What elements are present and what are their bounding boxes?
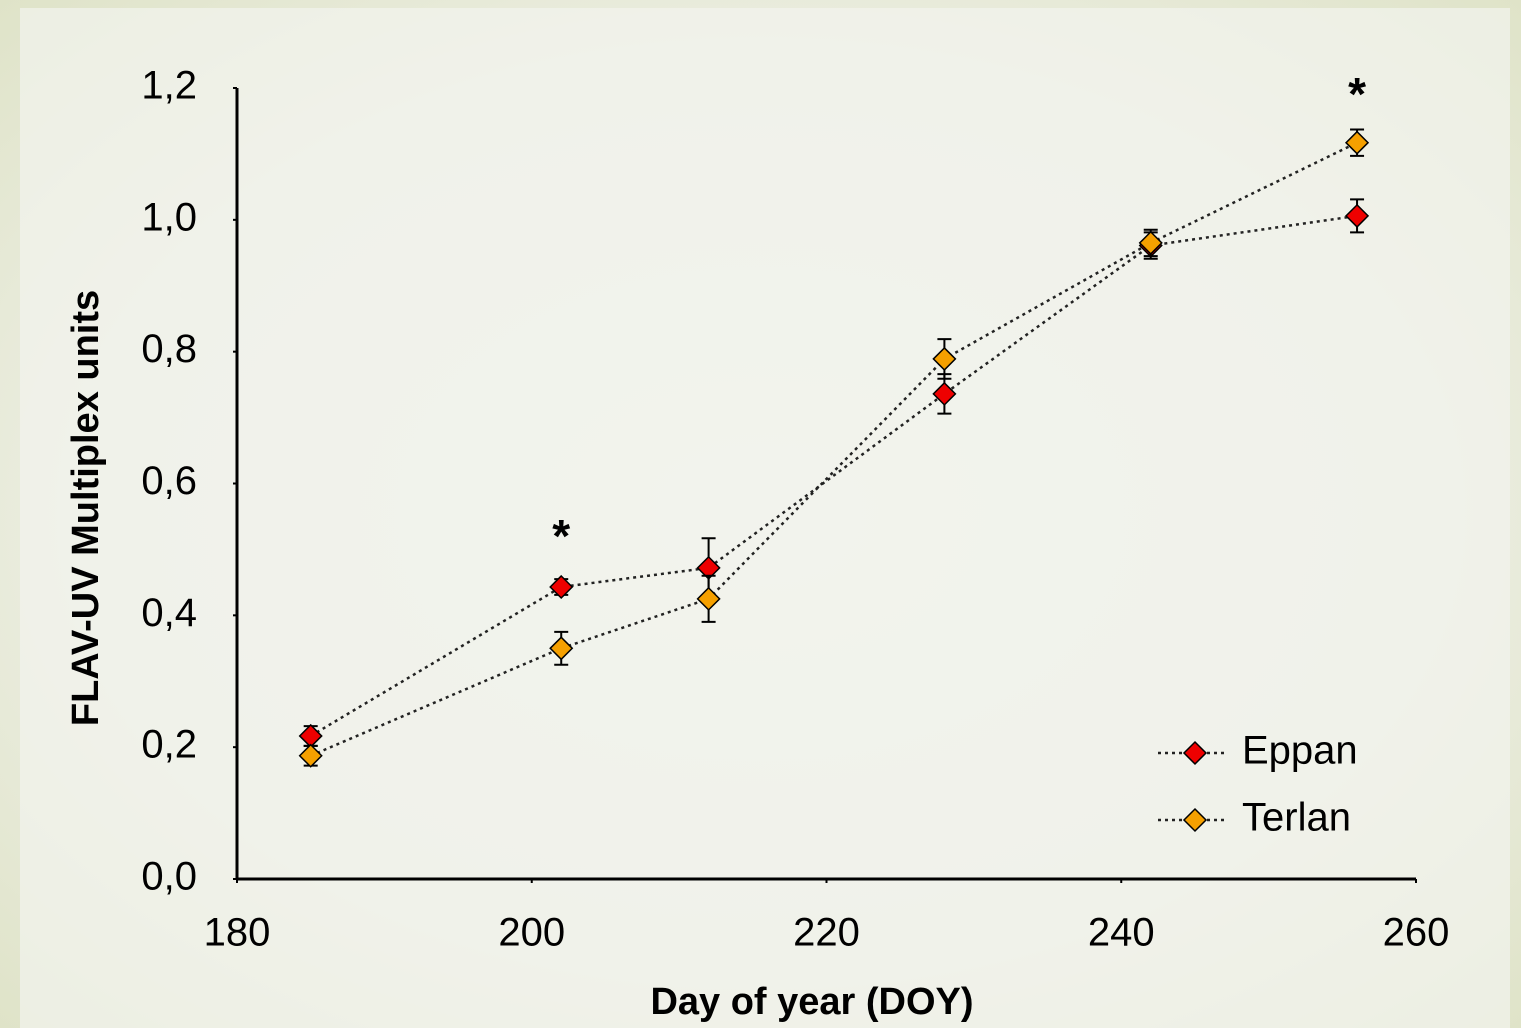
- x-tick-label: 260: [1383, 911, 1450, 955]
- marker: [1344, 130, 1370, 155]
- y-tick-label: 0,6: [141, 459, 197, 503]
- y-tick-label: 0,8: [141, 327, 197, 371]
- y-tick-label: 1,2: [141, 64, 197, 108]
- marker: [932, 346, 957, 371]
- legend-label: Terlan: [1242, 796, 1351, 840]
- significance-mark: *: [1348, 68, 1366, 120]
- marker: [549, 636, 574, 661]
- x-tick-label: 220: [793, 911, 860, 955]
- marker: [696, 586, 721, 611]
- y-tick-label: 0,4: [141, 591, 197, 635]
- y-tick-label: 0,2: [141, 723, 197, 767]
- plot-background: [20, 8, 1510, 1028]
- y-axis-title: FLAV-UV Multiplex units: [65, 290, 107, 726]
- x-tick-label: 240: [1088, 911, 1155, 955]
- marker: [932, 381, 957, 406]
- y-tick-label: 0,0: [141, 855, 197, 899]
- marker: [298, 743, 323, 768]
- x-tick-label: 200: [498, 911, 565, 955]
- legend-marker: [1182, 807, 1208, 833]
- marker: [1138, 230, 1163, 255]
- legend-marker: [1182, 740, 1208, 766]
- x-axis-title: Day of year (DOY): [650, 981, 973, 1023]
- significance-mark: *: [552, 510, 570, 562]
- x-tick-label: 180: [204, 911, 271, 955]
- y-tick-label: 1,0: [141, 195, 197, 239]
- marker: [549, 574, 574, 600]
- series-line: [310, 141, 1358, 757]
- marker: [1344, 203, 1370, 228]
- legend-label: Eppan: [1242, 729, 1358, 773]
